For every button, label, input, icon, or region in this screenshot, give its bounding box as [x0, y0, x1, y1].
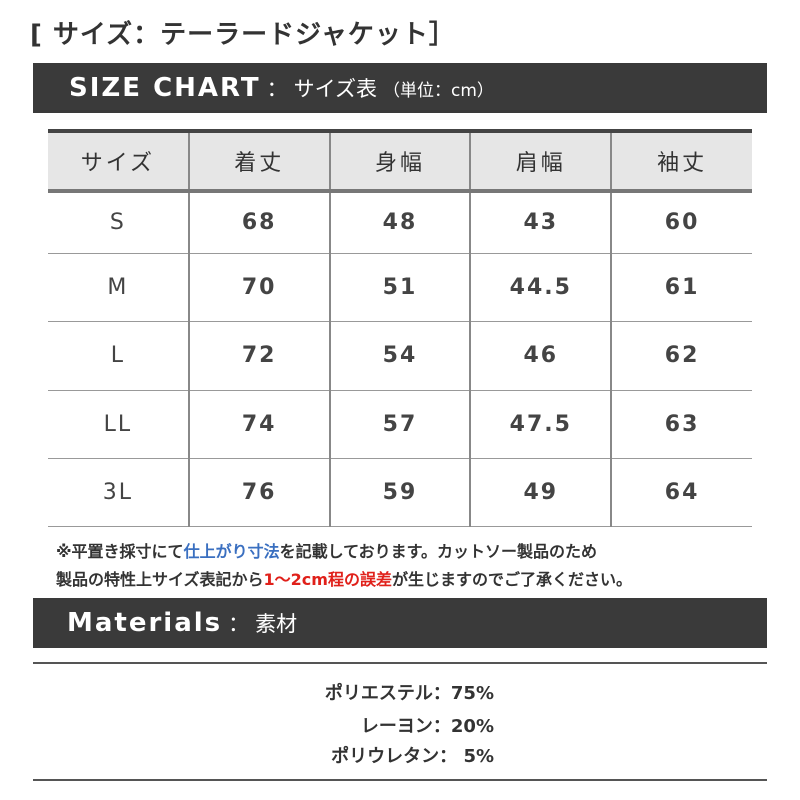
material-item: ポリエステル：75% [324, 683, 494, 704]
table-cell: 3L [48, 458, 189, 527]
table-cell: S [48, 191, 189, 254]
table-cell: 43 [469, 191, 612, 254]
table-cell: 76 [187, 458, 330, 527]
heading-separator: ： [228, 612, 250, 636]
unit-label: （単位：cm） [383, 80, 494, 101]
table-cell: 47.5 [469, 390, 612, 459]
note-text: が生じますのでご了承ください。 [391, 570, 632, 589]
divider [33, 662, 767, 664]
table-row: LL 74 57 47.5 63 [48, 390, 752, 459]
table-cell: 61 [610, 253, 752, 322]
table-cell: 74 [187, 390, 330, 459]
materials-header: Materials ： 素材 [33, 598, 767, 648]
table-row: S 68 48 43 60 [48, 191, 752, 254]
materials-heading-jp: 素材 [255, 612, 298, 636]
note-text: ※平置き採寸にて [56, 542, 184, 561]
materials-heading-en: Materials [67, 608, 223, 638]
size-chart-heading-en: SIZE CHART [69, 73, 261, 103]
table-cell: 60 [610, 191, 752, 254]
note-highlight-blue: 仕上がり寸法 [183, 542, 280, 561]
size-chart-header: SIZE CHART ： サイズ表 （単位：cm） [33, 63, 767, 113]
table-cell: 72 [187, 321, 330, 391]
table-cell: 57 [328, 390, 471, 459]
size-table: サイズ 着丈 身幅 肩幅 袖丈 S 68 48 43 60 M 70 51 44.5 61 L 72 5… [48, 129, 752, 527]
note-text: 製品の特性上サイズ表記から [56, 570, 264, 589]
column-header: 着丈 [187, 129, 330, 193]
column-header: サイズ [48, 129, 189, 193]
table-row: 3L 76 59 49 64 [48, 458, 752, 527]
table-header-row: サイズ 着丈 身幅 肩幅 袖丈 [48, 129, 752, 193]
table-cell: 70 [187, 253, 330, 322]
table-cell: 68 [187, 191, 330, 254]
heading-separator: ： [266, 77, 288, 101]
divider [33, 779, 767, 781]
table-cell: 62 [610, 321, 752, 391]
table-row: M 70 51 44.5 61 [48, 253, 752, 322]
table-cell: 63 [610, 390, 752, 459]
material-item: レーヨン：20% [360, 716, 494, 737]
table-cell: 51 [328, 253, 471, 322]
table-cell: 46 [469, 321, 612, 391]
column-header: 袖丈 [610, 129, 752, 193]
page-title: [ サイズ：テーラードジャケット］ [30, 20, 456, 50]
table-cell: 44.5 [469, 253, 612, 322]
table-cell: L [48, 321, 189, 391]
note-text: を記載しております。カットソー製品のため [279, 542, 598, 561]
measurement-note: ※平置き採寸にて仕上がり寸法を記載しております。カットソー製品のため 製品の特性… [56, 538, 632, 594]
table-cell: 48 [328, 191, 471, 254]
note-highlight-red: 1〜2cm程の誤差 [263, 570, 392, 589]
table-cell: M [48, 253, 189, 322]
table-cell: 49 [469, 458, 612, 527]
column-header: 身幅 [328, 129, 471, 193]
column-header: 肩幅 [469, 129, 612, 193]
table-cell: 59 [328, 458, 471, 527]
table-cell: 64 [610, 458, 752, 527]
size-chart-heading-jp: サイズ表 [293, 77, 377, 101]
table-cell: 54 [328, 321, 471, 391]
table-row: L 72 54 46 62 [48, 321, 752, 391]
material-item: ポリウレタン： 5% [331, 746, 494, 767]
table-cell: LL [48, 390, 189, 459]
